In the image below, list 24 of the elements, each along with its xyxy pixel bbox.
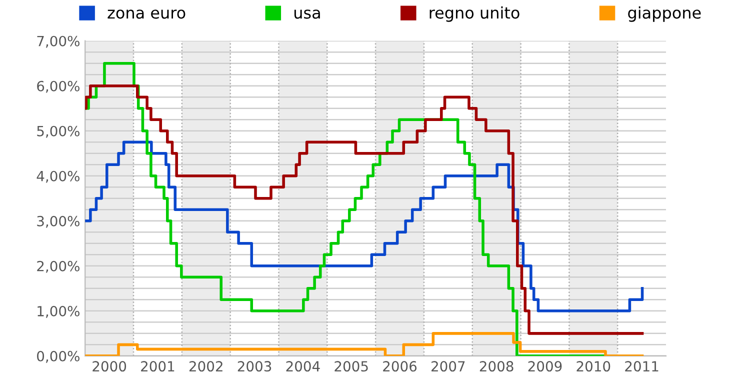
x-tick-label: 2002 — [189, 361, 222, 372]
legend-label: regno unito — [430, 6, 520, 22]
legend-label: giappone — [628, 6, 701, 22]
y-tick-label: 2,00% — [37, 260, 80, 273]
x-tick-label: 2008 — [480, 361, 514, 372]
x-tick-label: 2011 — [625, 361, 658, 372]
x-tick-label: 2001 — [141, 361, 174, 372]
legend-label: zona euro — [108, 10, 186, 19]
y-tick-label: 0,00% — [37, 350, 80, 363]
y-tick-label: 1,00% — [38, 306, 80, 318]
x-tick-label: 2006 — [383, 361, 417, 372]
y-tick-label: 3,00% — [37, 216, 80, 228]
legend-label: usa — [294, 10, 320, 19]
x-tick-label: 2000 — [92, 361, 126, 372]
x-tick-label: 2003 — [238, 361, 272, 372]
x-tick-label: 2010 — [576, 361, 610, 372]
x-tick-label: 2005 — [334, 361, 368, 372]
y-tick-label: 6,00% — [37, 80, 80, 93]
x-tick-label: 2007 — [432, 361, 465, 372]
y-tick-label: 7,00% — [37, 36, 80, 48]
y-tick-label: 5,00% — [37, 126, 80, 138]
x-tick-label: 2004 — [286, 361, 320, 372]
y-tick-label: 4,00% — [36, 170, 80, 183]
x-tick-label: 2009 — [528, 361, 562, 372]
